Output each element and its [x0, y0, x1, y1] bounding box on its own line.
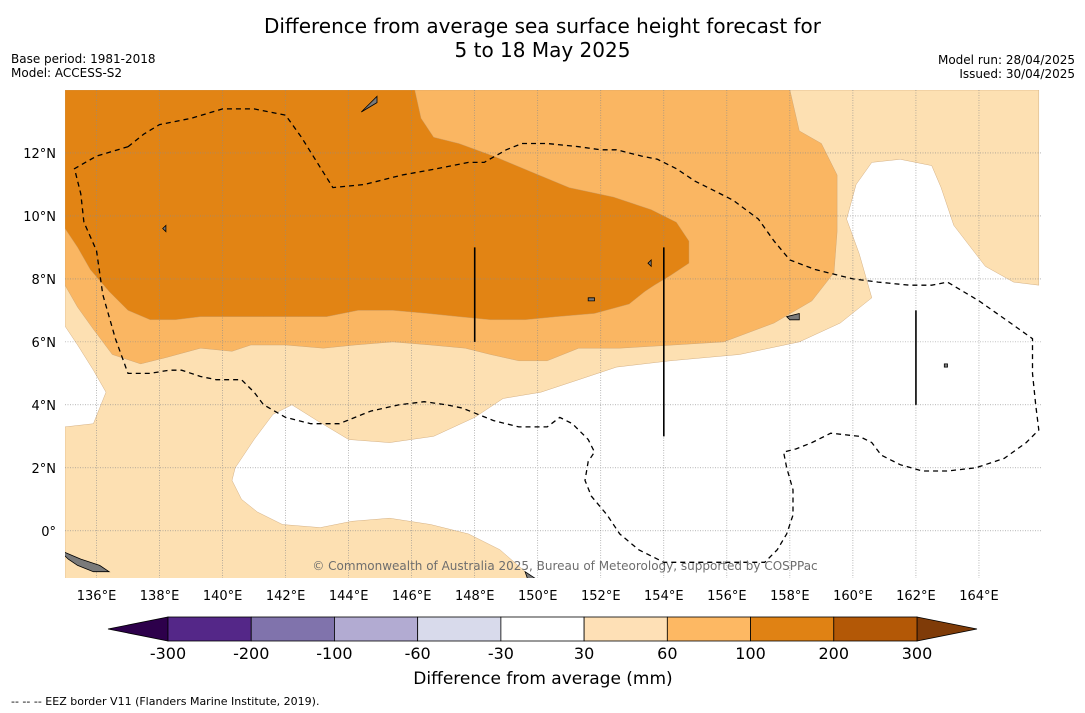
- colorbar-over-extension: [916, 616, 978, 642]
- colorbar-bin: [250, 616, 335, 642]
- colorbar-title: Difference from average (mm): [413, 669, 672, 689]
- longitude-tick-label: 140°E: [203, 589, 243, 604]
- longitude-tick-label: 158°E: [770, 589, 810, 604]
- colorbar-bin: [750, 616, 835, 642]
- colorbar-tick-label: -60: [405, 644, 431, 663]
- colorbar-tick-label: 300: [902, 644, 933, 663]
- island: [361, 95, 378, 113]
- longitude-tick-label: 136°E: [77, 589, 117, 604]
- island: [65, 551, 111, 573]
- island: [524, 570, 536, 578]
- islands: [65, 95, 948, 578]
- longitude-tick-label: 138°E: [140, 589, 180, 604]
- colorbar: -300 -200 -100 -60 -30 30 60 100 200 300 Differen…: [107, 616, 978, 689]
- longitude-tick-label: 152°E: [581, 589, 621, 604]
- colorbar-tick-label: 100: [735, 644, 766, 663]
- latitude-tick-label: 12°N: [23, 147, 56, 162]
- latitude-tick-label: 4°N: [32, 399, 57, 414]
- map-title: Difference from average sea surface heig…: [0, 14, 1085, 62]
- longitude-tick-label: 164°E: [959, 589, 999, 604]
- longitude-tick-label: 162°E: [896, 589, 936, 604]
- island: [587, 297, 595, 302]
- latitude-tick-label: 10°N: [23, 210, 56, 225]
- credit-text: © Commonwealth of Australia 2025, Bureau…: [312, 559, 817, 573]
- map-title-line1: Difference from average sea surface heig…: [263, 14, 822, 38]
- contour-100mm-region: [65, 90, 690, 320]
- gridlines: [65, 90, 1042, 578]
- base-period: Base period: 1981-2018: [11, 52, 156, 66]
- latitude-tick-label: 2°N: [32, 462, 57, 477]
- colorbar-bin: [500, 616, 585, 642]
- island: [162, 224, 167, 233]
- longitude-tick-label: 154°E: [644, 589, 684, 604]
- eez-footnote: -- -- -- EEZ border V11 (Flanders Marine…: [11, 695, 320, 708]
- longitude-tick-label: 148°E: [455, 589, 495, 604]
- colorbar-bin: [334, 616, 419, 642]
- colorbar-tick-label: 60: [657, 644, 677, 663]
- map-title-line2: 5 to 18 May 2025: [454, 38, 631, 62]
- longitude-tick-label: 142°E: [266, 589, 306, 604]
- colorbar-tick-label: -300: [150, 644, 186, 663]
- longitude-tick-label: 146°E: [392, 589, 432, 604]
- colorbar-bin: [167, 616, 252, 642]
- model-run-date: Model run: 28/04/2025: [937, 53, 1075, 67]
- latitude-tick-label: 0°: [41, 525, 56, 540]
- colorbar-bin: [666, 616, 751, 642]
- latitude-tick-label: 8°N: [32, 273, 57, 288]
- contour-fills: [65, 90, 1040, 578]
- longitude-tick-label: 150°E: [518, 589, 558, 604]
- longitude-tick-label: 160°E: [833, 589, 873, 604]
- colorbar-tick-label: 200: [819, 644, 850, 663]
- model-name: Model: ACCESS-S2: [11, 66, 123, 80]
- latitude-tick-label: 6°N: [32, 336, 57, 351]
- colorbar-tick-labels: -300 -200 -100 -60 -30 30 60 100 200 300: [150, 644, 932, 663]
- model-info: Base period: 1981-2018 Model: ACCESS-S2: [11, 52, 156, 80]
- island: [647, 259, 652, 268]
- longitude-tick-label: 156°E: [707, 589, 747, 604]
- map-plot-area: © Commonwealth of Australia 2025, Bureau…: [65, 90, 1042, 578]
- latitude-labels: 0° 2°N 4°N 6°N 8°N 10°N 12°N: [23, 147, 56, 540]
- colorbar-tick-label: -30: [488, 644, 514, 663]
- colorbar-bin: [583, 616, 668, 642]
- colorbar-bin: [417, 616, 502, 642]
- colorbar-bin: [833, 616, 918, 642]
- colorbar-tick-label: -200: [233, 644, 269, 663]
- colorbar-tick-label: 30: [574, 644, 594, 663]
- run-info: Model run: 28/04/2025 Issued: 30/04/2025: [938, 53, 1075, 81]
- longitude-labels: 136°E 138°E 140°E 142°E 144°E 146°E 148°E 150°E…: [77, 589, 999, 604]
- island: [943, 363, 948, 368]
- island: [785, 312, 800, 321]
- colorbar-under-extension: [107, 616, 169, 642]
- forecast-segments: [473, 247, 917, 437]
- eez-border-line: [73, 108, 1040, 563]
- colorbar-tick-label: -100: [316, 644, 352, 663]
- eez-border: [73, 108, 1040, 563]
- issued-date: Issued: 30/04/2025: [959, 67, 1075, 81]
- longitude-tick-label: 144°E: [329, 589, 369, 604]
- colorbar-bins: [107, 616, 978, 642]
